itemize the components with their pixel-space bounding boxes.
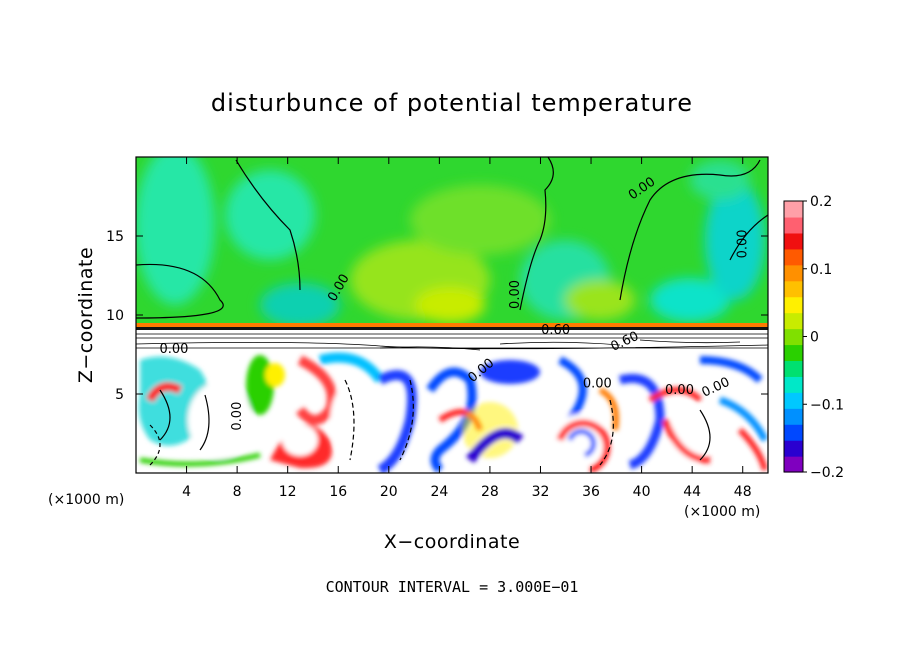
colorbar-swatch: [784, 280, 803, 298]
colorbar-swatch: [784, 456, 803, 473]
colorbar-swatch: [784, 312, 803, 330]
heatmap-field: [136, 157, 768, 473]
x-tick-label: 32: [532, 484, 550, 500]
colorbar-swatch: [784, 264, 803, 282]
y-axis-ticks: 5 10 15: [106, 229, 768, 403]
x-tick-label: 4: [182, 484, 191, 500]
x-axis-ticks: 4 8 12 16 20 24 28 32 36 40 44 48: [182, 157, 752, 500]
contour-label: 0.00: [159, 342, 188, 357]
colorbar-frame: [783, 200, 804, 473]
inversion-band-contours: [136, 333, 768, 351]
x-axis-label: X−coordinate: [384, 531, 520, 553]
x-unit-label-right: (×1000 m): [684, 504, 760, 520]
colorbar-swatch: [784, 232, 803, 250]
x-tick-label: 40: [633, 484, 651, 500]
colorbar-tick-label: 0.2: [810, 194, 832, 210]
inversion-band: [136, 330, 768, 351]
upper-layer-variation: [136, 157, 765, 327]
colorbar-tick-label: −0.2: [810, 465, 844, 481]
contour-lines: [136, 157, 768, 466]
inversion-line-orange: [136, 323, 768, 327]
x-unit-label-left: (×1000 m): [48, 492, 124, 508]
colorbar-tick-label: −0.1: [810, 397, 844, 413]
colorbar-swatch: [784, 376, 803, 393]
colorbar-swatch: [784, 248, 803, 266]
y-tick-label: 15: [106, 229, 124, 245]
contour-label: 0.00: [230, 402, 245, 431]
x-tick-label: 20: [380, 484, 398, 500]
x-tick-label: 44: [683, 484, 701, 500]
colorbar: 0.2 0.1 0 −0.1 −0.2: [784, 194, 844, 481]
contour-label: 0.00: [665, 383, 694, 398]
x-tick-label: 48: [734, 484, 752, 500]
colorbar-swatch: [784, 344, 803, 362]
colorbar-tick-label: 0.1: [810, 262, 832, 278]
colorbar-swatch: [784, 408, 803, 425]
colorbar-tick-label: 0: [810, 330, 819, 346]
colorbar-swatch: [784, 201, 803, 218]
x-tick-label: 8: [233, 484, 242, 500]
x-tick-label: 28: [481, 484, 499, 500]
contour-interval-note: CONTOUR INTERVAL = 3.000E−01: [326, 578, 579, 596]
chart-title: disturbunce of potential temperature: [211, 89, 693, 117]
colorbar-swatch: [784, 216, 803, 234]
contour-label: 0.00: [508, 280, 523, 309]
y-axis-label: Z−coordinate: [75, 247, 97, 383]
colorbar-swatch: [784, 424, 803, 441]
y-tick-label: 10: [106, 308, 124, 324]
colorbar-swatch: [784, 296, 803, 314]
lower-layer-eddies: [138, 352, 768, 473]
x-tick-label: 16: [329, 484, 347, 500]
y-tick-label: 5: [115, 387, 124, 403]
colorbar-swatch: [784, 440, 803, 457]
colorbar-swatch: [784, 392, 803, 409]
x-tick-label: 24: [430, 484, 448, 500]
contour-label: 0.00: [583, 377, 612, 392]
contour-label: 0.00: [736, 229, 751, 258]
x-tick-label: 36: [582, 484, 600, 500]
colorbar-swatch: [784, 328, 803, 346]
contour-label: 0.60: [541, 323, 570, 338]
x-tick-label: 12: [279, 484, 297, 500]
inversion-line-dark: [136, 327, 768, 330]
colorbar-swatch: [784, 360, 803, 377]
